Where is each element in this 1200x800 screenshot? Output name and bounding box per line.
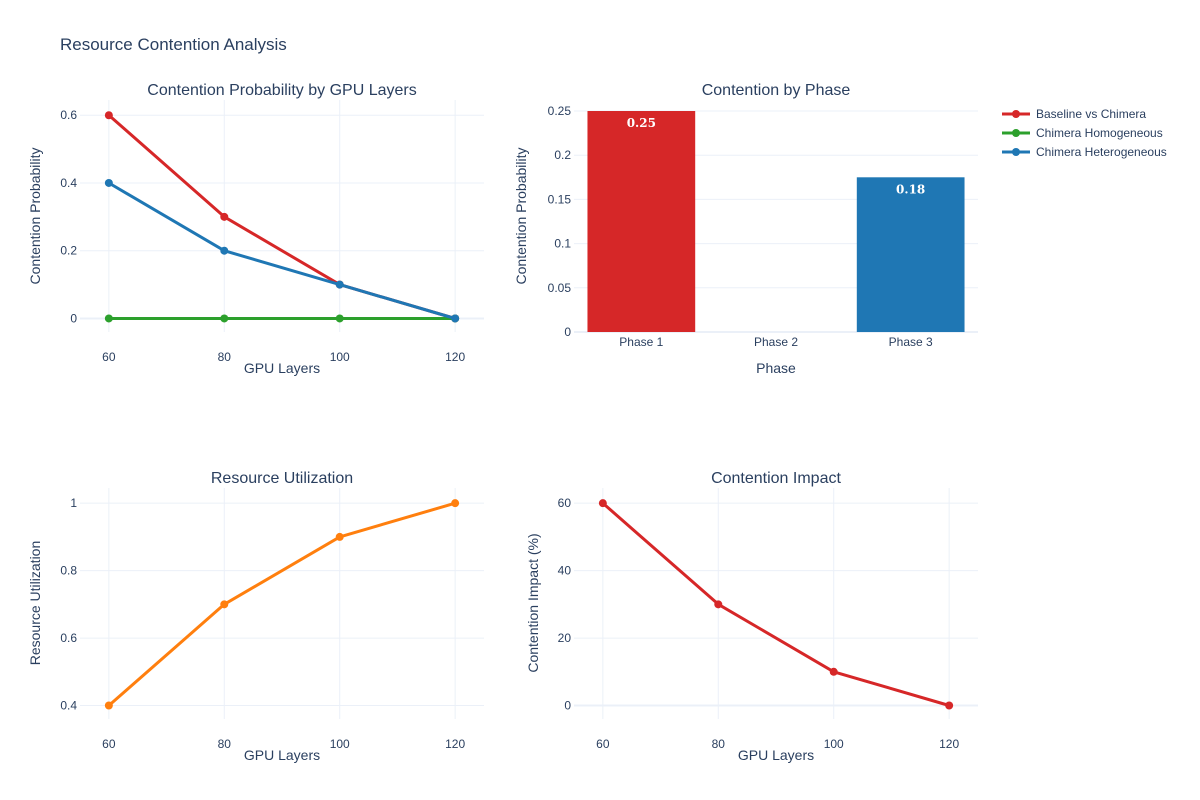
figure-title: Resource Contention Analysis [60, 35, 287, 54]
legend-item[interactable]: Chimera Heterogeneous [1002, 145, 1167, 159]
legend-swatch-marker [1012, 110, 1020, 118]
legend-swatch-marker [1012, 129, 1020, 137]
data-point[interactable] [714, 600, 723, 609]
data-point[interactable] [104, 178, 113, 187]
y-tick-label: 0 [70, 311, 77, 325]
data-point[interactable] [220, 212, 229, 221]
plot-area: 60 80 100 120 0 0.2 0.4 0.6 [60, 100, 484, 364]
data-point[interactable] [451, 499, 460, 508]
y-tick-label: 40 [558, 564, 572, 578]
x-tick-label: 60 [102, 737, 116, 751]
x-tick-label: 100 [330, 737, 350, 751]
chart-contention-by-gpu-layers: Contention Probability by GPU Layers GPU… [27, 82, 484, 376]
legend: Baseline vs Chimera Chimera Homogeneous … [1002, 107, 1167, 159]
legend-item[interactable]: Chimera Homogeneous [1002, 126, 1163, 140]
y-tick-label: 0.2 [60, 244, 77, 258]
x-tick-label: 60 [102, 350, 116, 364]
x-axis-title: GPU Layers [738, 747, 814, 763]
series-line[interactable] [601, 502, 950, 707]
y-axis-title: Resource Utilization [27, 541, 43, 666]
y-axis-title: Contention Probability [513, 148, 529, 285]
data-point[interactable] [829, 667, 838, 676]
plot-area: 0 0.05 0.1 0.15 0.2 0.25 Phase 1 0.25 Phase 2 Pha… [548, 104, 978, 349]
x-tick-label: 100 [824, 737, 844, 751]
plot-area: 60 80 100 120 0 20 40 60 [558, 488, 978, 751]
y-tick-label: 0.15 [548, 192, 572, 206]
x-tick-label: 60 [596, 737, 610, 751]
legend-label: Baseline vs Chimera [1036, 107, 1146, 121]
legend-label: Chimera Heterogeneous [1036, 145, 1167, 159]
y-tick-label: 0 [564, 699, 571, 713]
x-tick-label: 120 [445, 737, 465, 751]
data-point[interactable] [598, 499, 607, 508]
chart-title: Contention Probability by GPU Layers [147, 82, 416, 99]
x-axis-title: Phase [756, 360, 796, 376]
legend-item[interactable]: Baseline vs Chimera [1002, 107, 1146, 121]
chart-contention-impact: Contention Impact GPU Layers Contention … [525, 470, 978, 763]
x-tick-label: 80 [218, 350, 232, 364]
x-tick-label: 100 [330, 350, 350, 364]
y-tick-label: 0.25 [548, 104, 572, 118]
x-tick-label: 120 [445, 350, 465, 364]
chart-title: Contention by Phase [702, 82, 851, 99]
y-tick-label: 0.05 [548, 281, 572, 295]
chart-resource-utilization: Resource Utilization GPU Layers Resource… [27, 470, 484, 763]
x-tick-label: Phase 2 [754, 335, 798, 349]
x-tick-label: Phase 3 [889, 335, 933, 349]
y-tick-label: 0.6 [60, 631, 77, 645]
y-tick-label: 60 [558, 496, 572, 510]
data-point[interactable] [451, 314, 460, 323]
legend-swatch-marker [1012, 148, 1020, 156]
chart-contention-by-phase: Contention by Phase Phase Contention Pro… [513, 82, 978, 376]
y-tick-label: 0.4 [60, 699, 77, 713]
data-point[interactable] [335, 532, 344, 541]
y-tick-label: 0 [564, 325, 571, 339]
bar[interactable] [856, 177, 965, 332]
data-point[interactable] [104, 111, 113, 120]
y-tick-label: 0.8 [60, 564, 77, 578]
y-tick-label: 0.6 [60, 108, 77, 122]
data-point[interactable] [335, 314, 344, 323]
plot-area: 60 80 100 120 0.4 0.6 0.8 1 [60, 488, 484, 751]
chart-title: Resource Utilization [211, 470, 353, 487]
data-point[interactable] [335, 280, 344, 289]
y-tick-label: 0.1 [554, 237, 571, 251]
x-tick-label: 120 [939, 737, 959, 751]
data-point[interactable] [220, 246, 229, 255]
x-tick-label: Phase 1 [619, 335, 663, 349]
bar-value-label: 0.25 [627, 116, 656, 130]
y-tick-label: 0.2 [554, 148, 571, 162]
y-axis-title: Contention Impact (%) [525, 533, 541, 672]
y-tick-label: 20 [558, 631, 572, 645]
data-point[interactable] [220, 314, 229, 323]
data-point[interactable] [104, 314, 113, 323]
chart-title: Contention Impact [711, 470, 841, 487]
bar-value-label: 0.18 [896, 182, 925, 196]
data-point[interactable] [104, 701, 113, 710]
data-point[interactable] [220, 600, 229, 609]
data-point[interactable] [945, 701, 954, 710]
y-axis-title: Contention Probability [27, 148, 43, 285]
x-axis-title: GPU Layers [244, 747, 320, 763]
x-axis-title: GPU Layers [244, 360, 320, 376]
legend-label: Chimera Homogeneous [1036, 126, 1163, 140]
bar[interactable] [587, 111, 696, 332]
series-line[interactable] [107, 114, 456, 320]
y-tick-label: 0.4 [60, 176, 77, 190]
x-tick-label: 80 [712, 737, 726, 751]
series-line[interactable] [108, 181, 456, 320]
y-tick-label: 1 [70, 496, 77, 510]
x-tick-label: 80 [218, 737, 232, 751]
series-line[interactable] [107, 501, 456, 707]
